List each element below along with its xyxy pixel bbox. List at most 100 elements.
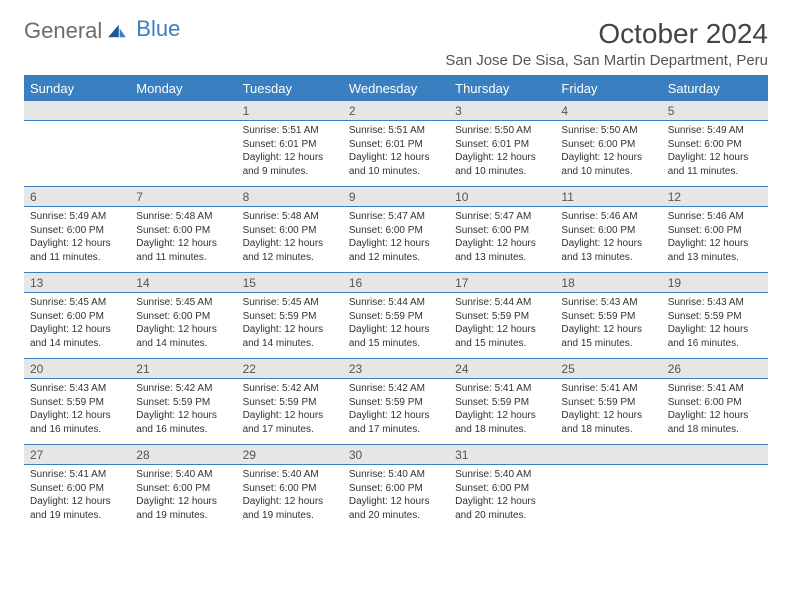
day-sunrise: Sunrise: 5:50 AM [561,124,655,138]
day-details: Sunrise: 5:44 AMSunset: 5:59 PMDaylight:… [449,293,555,358]
day-sunrise: Sunrise: 5:43 AM [30,382,124,396]
day-content-cell: Sunrise: 5:45 AMSunset: 6:00 PMDaylight:… [24,293,130,359]
daynum-cell: . [24,101,130,121]
daynum-cell: 23 [343,359,449,379]
day-dl1: Daylight: 12 hours [455,151,549,165]
day-content-cell [24,121,130,187]
daynum-cell: 5 [662,101,768,121]
daynum-cell: 13 [24,273,130,293]
day-dl1: Daylight: 12 hours [349,495,443,509]
day-details: Sunrise: 5:50 AMSunset: 6:00 PMDaylight:… [555,121,661,186]
daynum-cell: 21 [130,359,236,379]
day-sunset: Sunset: 6:00 PM [455,482,549,496]
day-details: Sunrise: 5:43 AMSunset: 5:59 PMDaylight:… [555,293,661,358]
day-number: 10 [449,187,555,206]
day-dl2: and 14 minutes. [30,337,124,351]
day-sunrise: Sunrise: 5:43 AM [561,296,655,310]
week-1-content-row: Sunrise: 5:49 AMSunset: 6:00 PMDaylight:… [24,207,768,273]
day-dl2: and 13 minutes. [455,251,549,265]
day-sunset: Sunset: 5:59 PM [243,310,337,324]
day-number: 13 [24,273,130,292]
day-number: 3 [449,101,555,120]
day-number: 19 [662,273,768,292]
day-sunset: Sunset: 6:00 PM [668,138,762,152]
day-number: 4 [555,101,661,120]
day-content-cell: Sunrise: 5:47 AMSunset: 6:00 PMDaylight:… [343,207,449,273]
day-dl2: and 18 minutes. [561,423,655,437]
day-number: 6 [24,187,130,206]
dow-wednesday: Wednesday [343,77,449,101]
day-number: 11 [555,187,661,206]
week-1-daynum-row: 6789101112 [24,187,768,207]
dow-friday: Friday [555,77,661,101]
dow-monday: Monday [130,77,236,101]
day-details: Sunrise: 5:42 AMSunset: 5:59 PMDaylight:… [343,379,449,444]
day-content-cell: Sunrise: 5:41 AMSunset: 6:00 PMDaylight:… [662,379,768,445]
day-sunset: Sunset: 6:00 PM [668,224,762,238]
day-content-cell: Sunrise: 5:45 AMSunset: 5:59 PMDaylight:… [237,293,343,359]
week-4-daynum-row: 2728293031.. [24,445,768,465]
day-number: 12 [662,187,768,206]
day-sunrise: Sunrise: 5:49 AM [668,124,762,138]
day-number: 1 [237,101,343,120]
day-content-cell: Sunrise: 5:43 AMSunset: 5:59 PMDaylight:… [555,293,661,359]
day-sunset: Sunset: 6:01 PM [349,138,443,152]
day-dl2: and 16 minutes. [136,423,230,437]
day-details: Sunrise: 5:40 AMSunset: 6:00 PMDaylight:… [237,465,343,530]
day-sunset: Sunset: 6:00 PM [561,138,655,152]
daynum-cell: 24 [449,359,555,379]
day-dl2: and 16 minutes. [668,337,762,351]
day-sunrise: Sunrise: 5:41 AM [30,468,124,482]
day-sunset: Sunset: 6:00 PM [136,310,230,324]
day-content-cell: Sunrise: 5:41 AMSunset: 5:59 PMDaylight:… [555,379,661,445]
day-content-cell: Sunrise: 5:49 AMSunset: 6:00 PMDaylight:… [24,207,130,273]
day-details: Sunrise: 5:48 AMSunset: 6:00 PMDaylight:… [237,207,343,272]
day-dl2: and 10 minutes. [455,165,549,179]
day-details: Sunrise: 5:41 AMSunset: 5:59 PMDaylight:… [449,379,555,444]
week-0-content-row: Sunrise: 5:51 AMSunset: 6:01 PMDaylight:… [24,121,768,187]
day-details: Sunrise: 5:45 AMSunset: 6:00 PMDaylight:… [24,293,130,358]
day-dl1: Daylight: 12 hours [668,323,762,337]
day-content-cell: Sunrise: 5:46 AMSunset: 6:00 PMDaylight:… [555,207,661,273]
week-2-content-row: Sunrise: 5:45 AM Sunset: 6:00 PM Daylight:… [24,293,768,359]
day-sunrise: Sunrise: 5:45 AM [243,296,337,310]
day-sunset: Sunset: 6:00 PM [136,224,230,238]
day-dl1: Daylight: 12 hours [561,237,655,251]
day-sunset: Sunset: 6:00 PM [668,396,762,410]
day-sunset: Sunset: 5:59 PM [561,396,655,410]
day-details: Sunrise: 5:46 AMSunset: 6:00 PMDaylight:… [555,207,661,272]
day-dl2: and 14 minutes. [243,337,337,351]
day-number: 31 [449,445,555,464]
day-number: 14 [130,273,236,292]
day-number: 18 [555,273,661,292]
daynum-cell: 31 [449,445,555,465]
day-number: 21 [130,359,236,378]
day-content-cell [662,465,768,531]
day-dl2: and 20 minutes. [455,509,549,523]
day-details: Sunrise: 5:41 AMSunset: 5:59 PMDaylight:… [555,379,661,444]
week-0-daynum-row: ..12345 [24,101,768,121]
day-details: Sunrise: 5:40 AMSunset: 6:00 PMDaylight:… [130,465,236,530]
week-4-content-row: Sunrise: 5:41 AM Sunset: 6:00 PM Daylight:… [24,465,768,531]
day-sunrise: Sunrise: 5:49 AM [30,210,124,224]
day-sunrise: Sunrise: 5:50 AM [455,124,549,138]
daynum-cell: 27 [24,445,130,465]
logo: General Blue [24,18,180,44]
day-content-cell: Sunrise: 5:48 AMSunset: 6:00 PMDaylight:… [237,207,343,273]
daynum-cell: . [130,101,236,121]
day-dl2: and 18 minutes. [455,423,549,437]
dow-sunday: Sunday [24,77,130,101]
day-content-cell: Sunrise: 5:51 AMSunset: 6:01 PMDaylight:… [237,121,343,187]
day-sunset: Sunset: 5:59 PM [136,396,230,410]
day-dl1: Daylight: 12 hours [136,237,230,251]
day-dl2: and 11 minutes. [136,251,230,265]
day-dl2: and 11 minutes. [30,251,124,265]
header: General Blue October 2024 San Jose De Si… [24,18,768,69]
day-sunset: Sunset: 5:59 PM [561,310,655,324]
day-content-cell [130,121,236,187]
day-content-cell: Sunrise: 5:46 AMSunset: 6:00 PMDaylight:… [662,207,768,273]
day-sunrise: Sunrise: 5:40 AM [136,468,230,482]
day-dl1: Daylight: 12 hours [243,495,337,509]
day-dl1: Daylight: 12 hours [349,151,443,165]
day-content-cell: Sunrise: 5:42 AMSunset: 5:59 PMDaylight:… [343,379,449,445]
